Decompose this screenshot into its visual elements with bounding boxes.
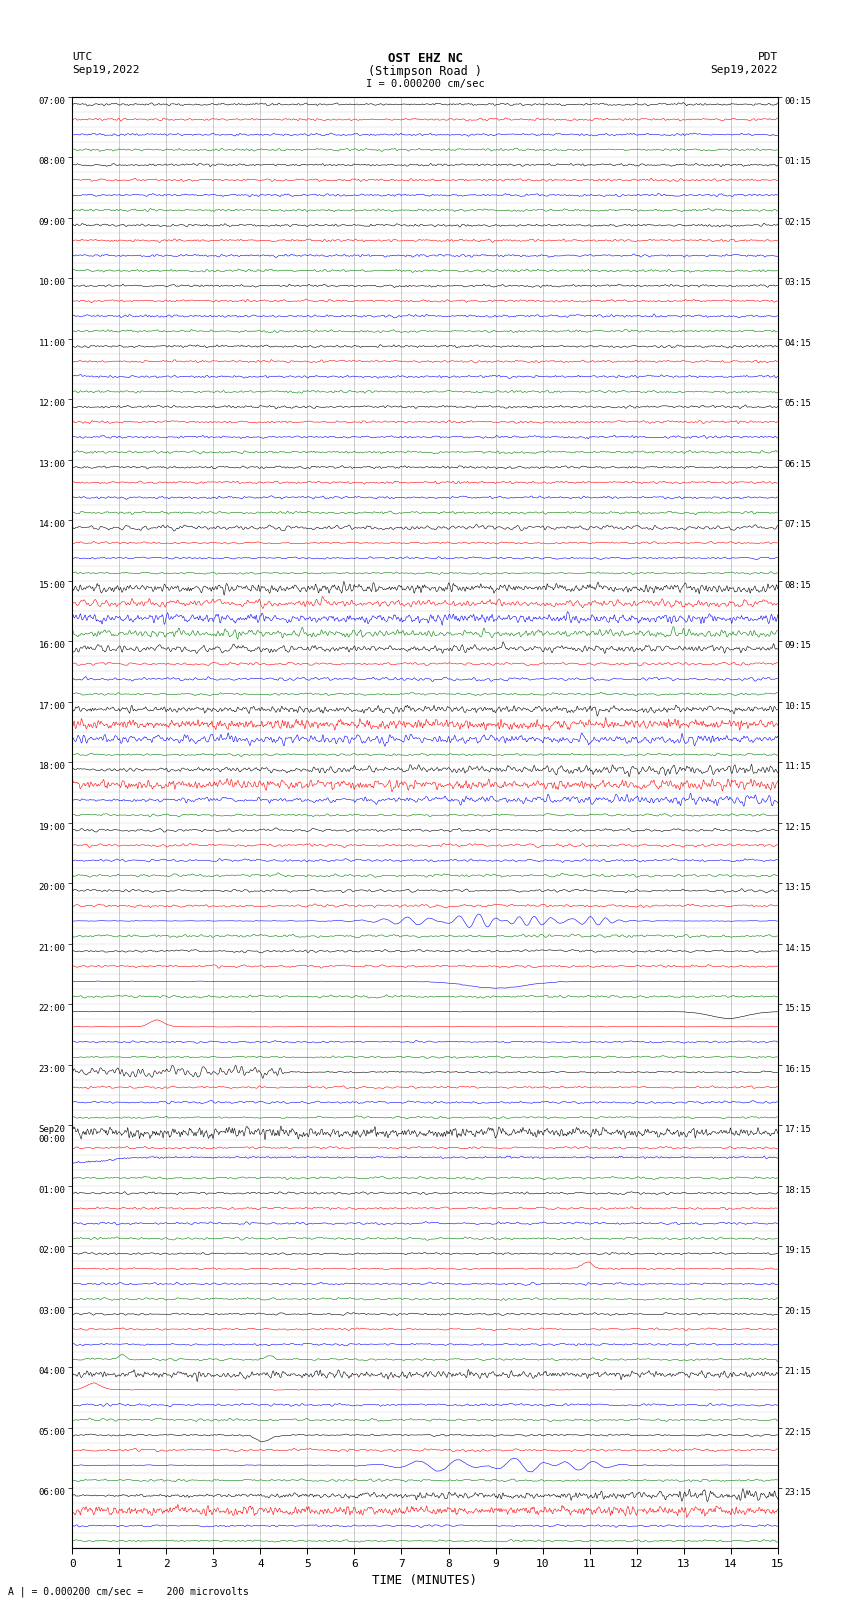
Text: UTC: UTC <box>72 52 93 61</box>
Text: OST EHZ NC: OST EHZ NC <box>388 52 462 65</box>
Text: Sep19,2022: Sep19,2022 <box>72 65 139 74</box>
Text: Sep19,2022: Sep19,2022 <box>711 65 778 74</box>
Text: A | = 0.000200 cm/sec =    200 microvolts: A | = 0.000200 cm/sec = 200 microvolts <box>8 1586 249 1597</box>
Text: PDT: PDT <box>757 52 778 61</box>
Text: (Stimpson Road ): (Stimpson Road ) <box>368 65 482 77</box>
Text: I = 0.000200 cm/sec: I = 0.000200 cm/sec <box>366 79 484 89</box>
X-axis label: TIME (MINUTES): TIME (MINUTES) <box>372 1574 478 1587</box>
